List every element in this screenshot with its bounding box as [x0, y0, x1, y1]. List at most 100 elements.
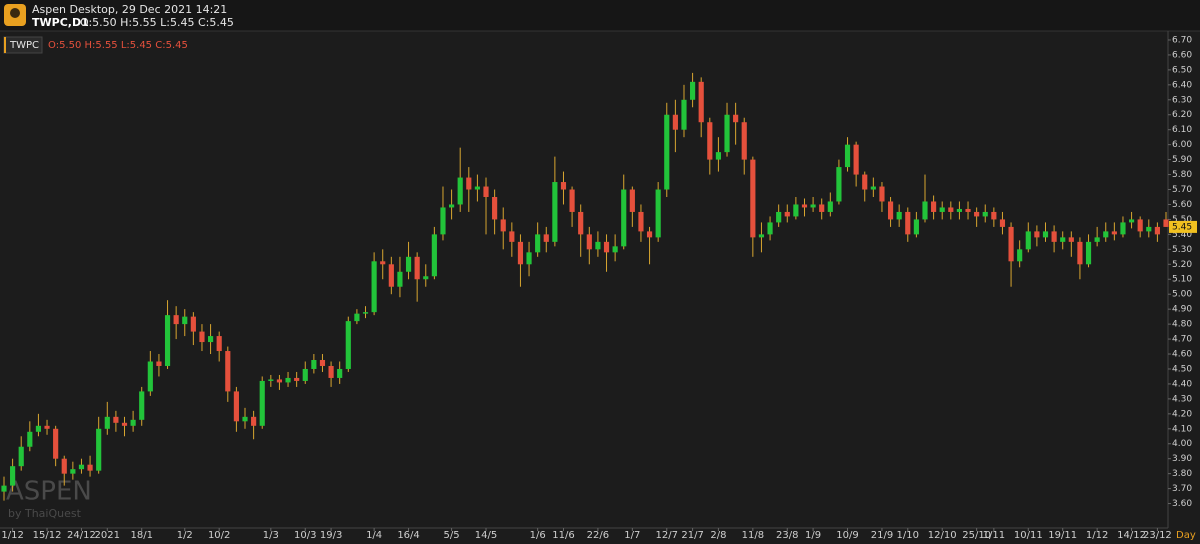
candle-body: [956, 208, 963, 212]
candle-body: [302, 368, 308, 381]
candle-body: [362, 312, 369, 314]
x-tick-label: 1/2: [177, 530, 193, 541]
candle-body: [190, 316, 196, 332]
y-tick-label: 3.90: [1172, 454, 1192, 464]
candle-body: [474, 186, 480, 190]
candle-body: [1008, 226, 1014, 262]
candle-body: [147, 361, 153, 392]
x-tick-label: 1/3: [263, 530, 279, 541]
candle-body: [922, 201, 928, 220]
candle-body: [629, 189, 635, 212]
candle-body: [113, 416, 119, 423]
candle-body: [741, 122, 747, 160]
x-tick-label: 11/8: [742, 530, 764, 541]
y-tick-label: 5.80: [1172, 170, 1192, 180]
legend-symbol: TWPC: [9, 40, 39, 51]
x-tick-label: 2021: [95, 530, 120, 541]
x-tick-label: 12/10: [928, 530, 957, 541]
candle-body: [1042, 231, 1049, 238]
y-tick-label: 5.20: [1172, 260, 1192, 270]
candle-body: [466, 177, 472, 190]
candle-body: [345, 321, 351, 369]
x-tick-label: 10/3: [294, 530, 316, 541]
candle-body: [543, 234, 549, 242]
x-tick-label: 15/12: [33, 530, 62, 541]
candle-body: [698, 81, 704, 123]
candle-body: [827, 201, 833, 212]
candle-body: [1034, 231, 1040, 238]
y-tick-label: 5.50: [1172, 215, 1192, 225]
watermark: ASPEN: [6, 477, 92, 507]
x-tick-label: 24/12: [67, 530, 96, 541]
candle-body: [449, 204, 455, 208]
y-tick-label: 6.10: [1172, 125, 1192, 135]
timeframe: Day: [1176, 530, 1196, 541]
candle-body: [526, 252, 532, 265]
candle-body: [905, 211, 911, 235]
candle-body: [870, 186, 876, 190]
candle-body: [207, 336, 214, 343]
candle-body: [638, 211, 644, 232]
x-tick-label: 10/2: [208, 530, 230, 541]
candle-body: [414, 256, 420, 280]
candle-body: [1111, 231, 1117, 235]
candle-body: [1077, 241, 1083, 265]
candle-body: [268, 379, 274, 381]
last-price-label: 5.45: [1172, 222, 1192, 232]
candle-body: [1094, 237, 1100, 242]
x-tick-label: 19/11: [1048, 530, 1077, 541]
y-tick-label: 3.80: [1172, 469, 1192, 479]
candle-body: [423, 276, 429, 280]
candle-body: [1025, 231, 1031, 250]
candle-body: [560, 182, 567, 190]
candle-body: [672, 114, 678, 130]
candle-body: [199, 331, 205, 343]
candle-body: [337, 368, 343, 378]
candle-body: [328, 365, 334, 378]
candle-body: [776, 211, 782, 223]
candle-body: [931, 201, 937, 212]
candle-body: [879, 186, 885, 202]
candle-body: [707, 122, 713, 160]
candle-body: [1146, 226, 1152, 232]
x-tick-label: 1/12: [1086, 530, 1108, 541]
x-tick-label: 23/12: [1143, 530, 1172, 541]
x-tick-label: 19/3: [320, 530, 342, 541]
candle-body: [319, 360, 326, 366]
x-tick-label: 21/9: [871, 530, 893, 541]
candle-body: [595, 241, 601, 250]
candle-body: [793, 204, 799, 217]
y-tick-label: 3.70: [1172, 484, 1192, 494]
candle-body: [492, 196, 498, 220]
candle-body: [10, 466, 16, 486]
candle-body: [655, 189, 661, 238]
candle-body: [715, 152, 721, 160]
candle-body: [535, 234, 541, 253]
y-tick-label: 5.10: [1172, 275, 1192, 285]
candle-body: [801, 204, 808, 208]
y-tick-label: 6.20: [1172, 110, 1192, 120]
y-tick-label: 4.60: [1172, 350, 1192, 360]
app-icon-mark: [10, 8, 20, 18]
y-tick-label: 6.70: [1172, 35, 1192, 45]
candle-body: [1137, 219, 1143, 232]
candle-body: [35, 425, 42, 432]
x-tick-label: 1/6: [530, 530, 546, 541]
candle-body: [121, 422, 128, 426]
candle-body: [483, 186, 489, 197]
candle-body: [724, 114, 730, 153]
x-tick-label: 1/10: [897, 530, 919, 541]
candle-body: [96, 428, 102, 471]
candle-body: [1085, 241, 1092, 265]
candle-body: [767, 222, 773, 235]
candle-body: [664, 114, 670, 190]
candle-body: [862, 174, 868, 190]
candle-body: [225, 351, 231, 392]
candle-body: [733, 114, 739, 123]
x-tick-label: 21/7: [681, 530, 703, 541]
candle-body: [965, 208, 971, 212]
candle-body: [78, 464, 85, 470]
candle-body: [1154, 226, 1160, 235]
candle-body: [784, 211, 790, 217]
